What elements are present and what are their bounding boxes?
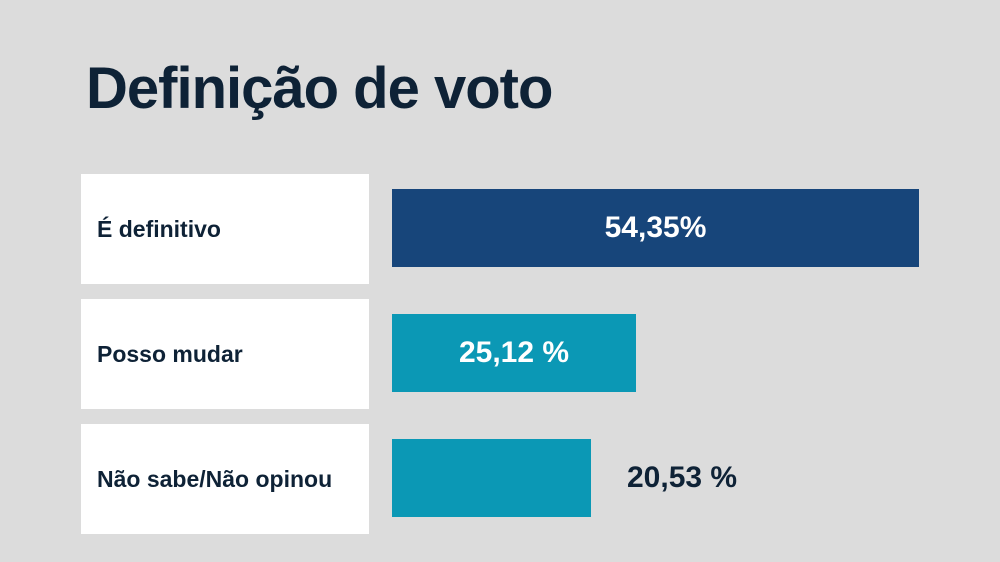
bar: [392, 439, 591, 517]
bar: [392, 189, 919, 267]
category-label-box: É definitivo: [81, 174, 369, 284]
chart-title: Definição de voto: [86, 56, 553, 121]
category-label-box: Não sabe/Não opinou: [81, 424, 369, 534]
category-label: É definitivo: [97, 215, 221, 242]
value-label: 54,35%: [604, 211, 707, 244]
value-label: 25,12 %: [458, 336, 570, 369]
category-label-box: Posso mudar: [81, 299, 369, 409]
value-label: 20,53 %: [627, 461, 738, 494]
category-label: Posso mudar: [97, 340, 243, 367]
bar: [392, 314, 636, 392]
category-label: Não sabe/Não opinou: [97, 465, 333, 492]
